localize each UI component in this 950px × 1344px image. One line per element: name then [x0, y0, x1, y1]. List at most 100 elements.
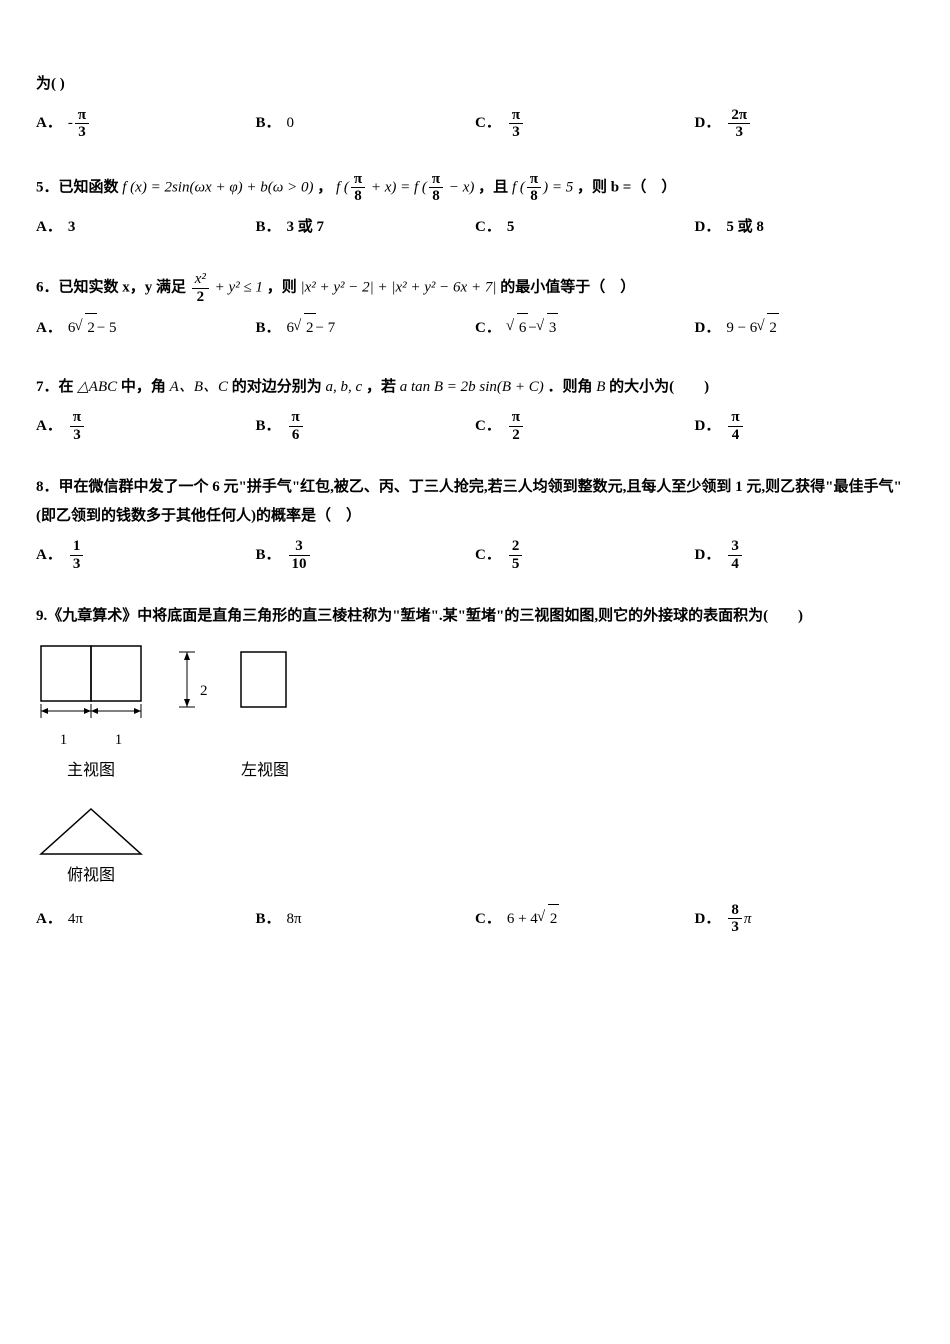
ld: D．: [695, 314, 721, 343]
q9-dh: 2: [200, 677, 208, 732]
q5-c1r: − x): [445, 179, 474, 195]
q9-dd: 3: [728, 919, 742, 936]
q6-ct: + y² ≤ 1: [211, 279, 263, 295]
l8d: D．: [695, 541, 721, 570]
q8-bd: 10: [289, 556, 310, 573]
l-d: D．: [695, 213, 721, 242]
lb: B．: [256, 314, 281, 343]
q7-opt-c: C． π2: [475, 409, 695, 443]
q8-cn: 2: [509, 538, 523, 556]
q5-c1fn: π: [351, 171, 365, 189]
lcc: C．: [475, 412, 501, 441]
l8c: C．: [475, 541, 501, 570]
q8-dd: 4: [728, 556, 742, 573]
q5-d: 5 或 8: [726, 213, 764, 242]
q4-c-den: 3: [509, 124, 523, 141]
label-a: A．: [36, 109, 62, 138]
q7-B: B: [596, 379, 605, 395]
l8a: A．: [36, 541, 62, 570]
q5-c1l: f (: [336, 179, 349, 195]
q8-options: A．13 B．310 C．25 D．34: [36, 538, 914, 572]
q7-cn: π: [509, 409, 523, 427]
l-a: A．: [36, 213, 62, 242]
q5-opt-a: A．3: [36, 213, 256, 242]
q9-opt-b: B．8π: [256, 902, 476, 936]
q6-b-po: − 7: [316, 314, 336, 343]
q5-options: A．3 B．3 或 7 C．5 D．5 或 8: [36, 213, 914, 242]
q4-opt-b: B． 0: [256, 107, 476, 141]
label-c: C．: [475, 109, 501, 138]
q8-ad: 3: [70, 556, 84, 573]
q5: 5．已知函数 f (x) = 2sin(ωx + φ) + b(ω > 0) ，…: [36, 171, 914, 205]
q7-cf: π2: [509, 409, 523, 443]
q6: 6．已知实数 x，y 满足 x²2 + y² ≤ 1 ，则 |x² + y² −…: [36, 271, 914, 305]
l9c: C．: [475, 905, 501, 934]
q6-cf: x²2: [192, 271, 209, 305]
laa: A．: [36, 412, 62, 441]
q4-a-den: 3: [75, 124, 89, 141]
q8-cd: 5: [509, 556, 523, 573]
la: A．: [36, 314, 62, 343]
q5-c: 5: [507, 213, 515, 242]
lc: C．: [475, 314, 501, 343]
q5-c1f2d: 8: [429, 188, 443, 205]
q4-d-frac: 2π3: [728, 107, 750, 141]
q6-expr: |x² + y² − 2| + |x² + y² − 6x + 7|: [300, 279, 496, 295]
top-view-svg: [36, 804, 146, 859]
q7-tail: 的大小为( ): [609, 379, 709, 395]
q9-opt-a: A．4π: [36, 902, 256, 936]
q4-c-num: π: [509, 107, 523, 125]
q8-opt-a: A．13: [36, 538, 256, 572]
q9-options: A．4π B．8π C．6 + 42 D．83π: [36, 902, 914, 936]
q6-b-r: 2: [304, 313, 316, 343]
q6-cfd: 2: [192, 289, 209, 306]
q5-c1f2: π8: [429, 171, 443, 205]
l9b: B．: [256, 905, 281, 934]
three-view-figure: 1 1 主视图 2 左视图: [36, 641, 914, 892]
q5-c1f: π8: [351, 171, 365, 205]
front-view-block: 1 1 主视图: [36, 641, 146, 787]
q8-df: 34: [728, 538, 742, 572]
q5-c2r: ) = 5: [543, 179, 573, 195]
q7-opt-b: B．π6: [256, 409, 476, 443]
front-view-svg: [36, 641, 146, 726]
q4-a-neg: -: [68, 109, 73, 138]
label-b: B．: [256, 109, 281, 138]
q7-an: π: [70, 409, 84, 427]
q7-ang: A、B、C: [170, 379, 228, 395]
q6-c-r1: 6: [517, 313, 529, 343]
q5-opt-d: D．5 或 8: [695, 213, 915, 242]
q6-c-r2: 3: [547, 313, 559, 343]
q9-dn: 8: [728, 902, 742, 920]
q7-options: A．π3 B．π6 C．π2 D．π4: [36, 409, 914, 443]
q9-cr: 2: [548, 904, 560, 934]
q7: 7．在 △ABC 中，角 A、B、C 的对边分别为 a, b, c ，若 a t…: [36, 373, 914, 402]
q5-m1: ，: [317, 179, 332, 195]
q8-bf: 310: [289, 538, 310, 572]
q6-prefix: 6．已知实数 x，y 满足: [36, 279, 186, 295]
q7-opt-a: A．π3: [36, 409, 256, 443]
q9-df: 83: [728, 902, 742, 936]
height-dim: 2: [176, 647, 208, 786]
q7-m1: 中，角: [121, 379, 166, 395]
q8-opt-b: B． 310: [256, 538, 476, 572]
q5-prefix: 5．已知函数: [36, 179, 119, 195]
l8b: B．: [256, 541, 281, 570]
q9-d2: 1: [91, 726, 146, 755]
q6-a-po: − 5: [97, 314, 117, 343]
l-b: B．: [256, 213, 281, 242]
top-view-label: 俯视图: [36, 861, 146, 891]
q5-c2f: π8: [527, 171, 541, 205]
q4-tail-text: 为( ): [36, 76, 65, 92]
q9-opt-c: C．6 + 42: [475, 902, 695, 936]
q6-mid: ，则: [267, 279, 297, 295]
q7-opt-d: D．π4: [695, 409, 915, 443]
q5-c1fd: 8: [351, 188, 365, 205]
q7-bd: 6: [289, 427, 303, 444]
q7-m3: ，若: [366, 379, 396, 395]
q4-d-den: 3: [728, 124, 750, 141]
q6-tail: 的最小值等于（ ）: [500, 279, 635, 295]
q7-bf: π6: [289, 409, 303, 443]
l-c: C．: [475, 213, 501, 242]
q7-m4: ．则角: [547, 379, 592, 395]
